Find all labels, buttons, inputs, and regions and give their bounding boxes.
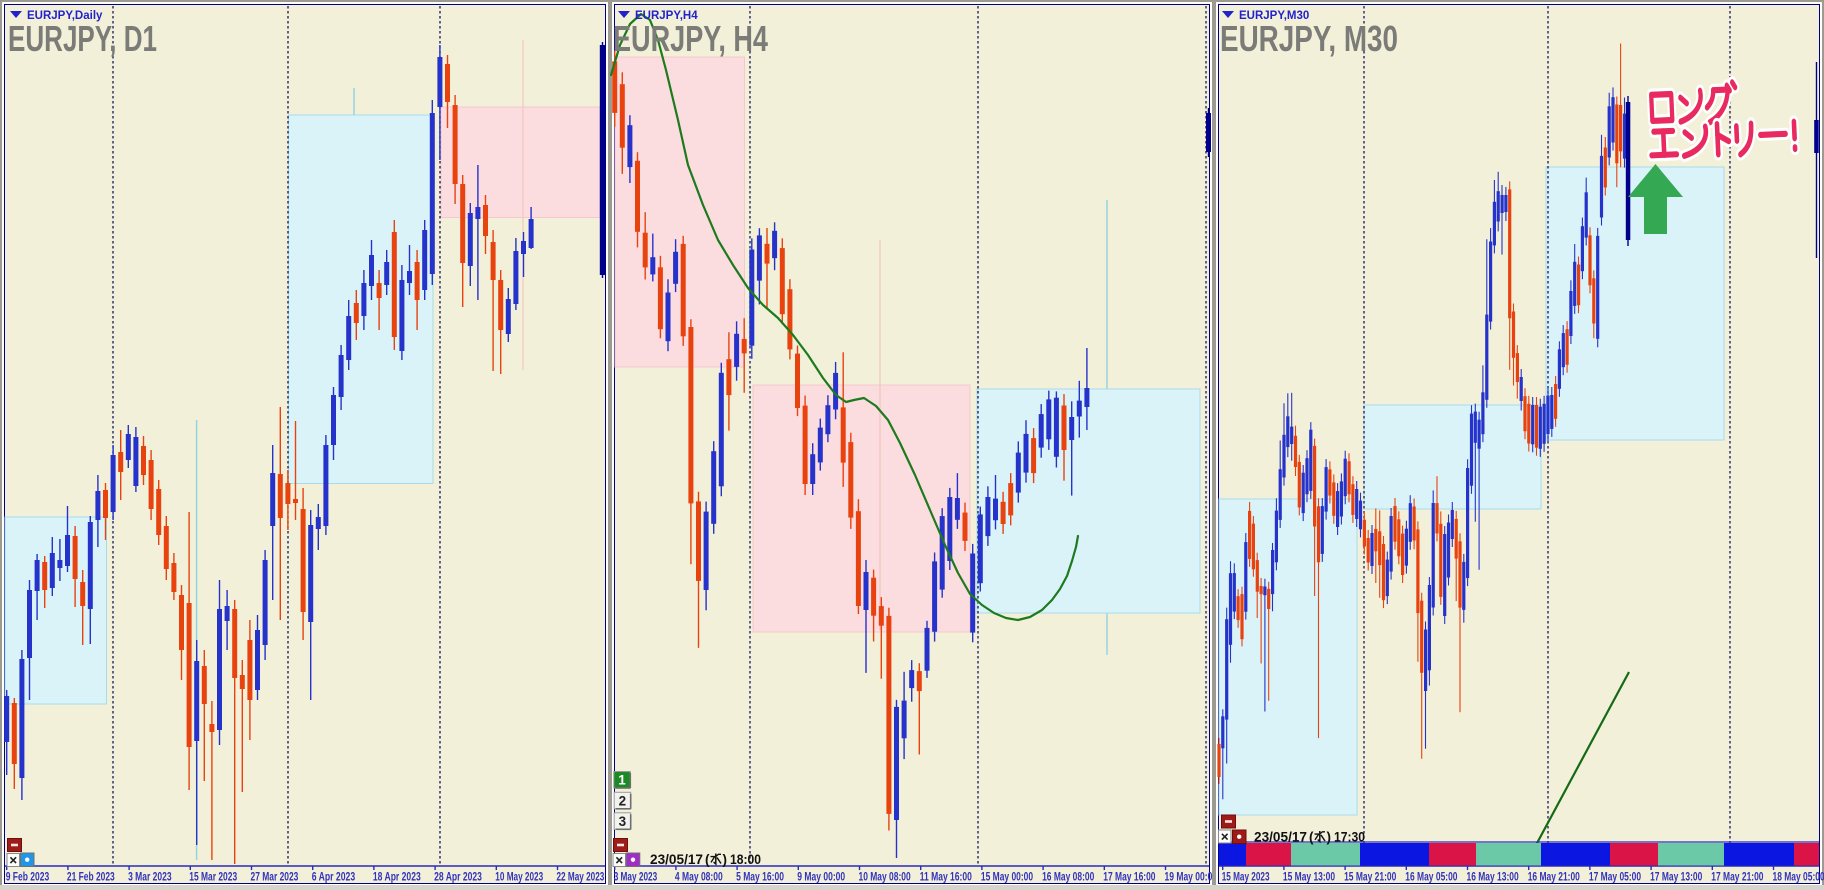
svg-text:23/05/17: 23/05/17: [650, 852, 703, 867]
svg-text:17 May 05:00: 17 May 05:00: [1589, 870, 1641, 884]
svg-text:15 May 00:00: 15 May 00:00: [981, 870, 1033, 884]
svg-text:17 May 16:00: 17 May 16:00: [1103, 870, 1155, 884]
svg-text:16 May 21:00: 16 May 21:00: [1528, 870, 1580, 884]
svg-text:16 May 08:00: 16 May 08:00: [1042, 870, 1094, 884]
svg-text:3 May 2023: 3 May 2023: [614, 870, 658, 884]
svg-text:18:00: 18:00: [730, 852, 761, 867]
svg-text:9 Feb 2023: 9 Feb 2023: [6, 870, 50, 884]
svg-text:16 May 05:00: 16 May 05:00: [1405, 870, 1457, 884]
svg-text:28 Apr 2023: 28 Apr 2023: [434, 870, 482, 884]
svg-text:3: 3: [619, 814, 627, 829]
svg-text:EURJPY,M30: EURJPY,M30: [1239, 10, 1309, 22]
svg-text:17 May 13:00: 17 May 13:00: [1650, 870, 1702, 884]
svg-text:EURJPY, H4: EURJPY, H4: [613, 18, 768, 59]
svg-text:19 May 00:0: 19 May 00:0: [1165, 870, 1213, 884]
svg-text:): ): [1327, 830, 1332, 845]
svg-text:1: 1: [618, 773, 626, 788]
svg-text:6 Apr 2023: 6 Apr 2023: [312, 870, 356, 884]
svg-text:16 May 13:00: 16 May 13:00: [1467, 870, 1519, 884]
svg-text:EURJPY,H4: EURJPY,H4: [635, 10, 698, 22]
svg-text:EURJPY, M30: EURJPY, M30: [1220, 18, 1398, 59]
svg-text:23/05/17: 23/05/17: [1254, 830, 1307, 845]
svg-text:15 May 21:00: 15 May 21:00: [1344, 870, 1396, 884]
svg-text:9 May 00:00: 9 May 00:00: [797, 870, 845, 884]
svg-text:10 May 08:00: 10 May 08:00: [859, 870, 911, 884]
svg-text:17 May 21:00: 17 May 21:00: [1711, 870, 1763, 884]
svg-text:15 May 13:00: 15 May 13:00: [1283, 870, 1335, 884]
svg-text:21 Feb 2023: 21 Feb 2023: [67, 870, 115, 884]
svg-text:15 May 2023: 15 May 2023: [1222, 870, 1270, 884]
svg-text:EURJPY, D1: EURJPY, D1: [8, 18, 157, 59]
svg-text:18 May 05:00: 18 May 05:00: [1773, 870, 1824, 884]
svg-text:EURJPY,Daily: EURJPY,Daily: [27, 10, 103, 22]
svg-text:17:30: 17:30: [1334, 830, 1365, 845]
svg-text:18 Apr 2023: 18 Apr 2023: [373, 870, 421, 884]
svg-text:11 May 16:00: 11 May 16:00: [920, 870, 972, 884]
svg-text:4 May 08:00: 4 May 08:00: [675, 870, 723, 884]
svg-text:27 Mar 2023: 27 Mar 2023: [251, 870, 299, 884]
svg-text:10 May 2023: 10 May 2023: [495, 870, 543, 884]
svg-text:(: (: [705, 852, 710, 867]
svg-text:5 May 16:00: 5 May 16:00: [736, 870, 784, 884]
svg-text:(: (: [1309, 830, 1314, 845]
svg-text:2: 2: [619, 794, 627, 809]
svg-text:): ): [723, 852, 728, 867]
svg-text:22 May 2023: 22 May 2023: [557, 870, 605, 884]
svg-text:15 Mar 2023: 15 Mar 2023: [189, 870, 237, 884]
svg-text:3 Mar 2023: 3 Mar 2023: [128, 870, 172, 884]
